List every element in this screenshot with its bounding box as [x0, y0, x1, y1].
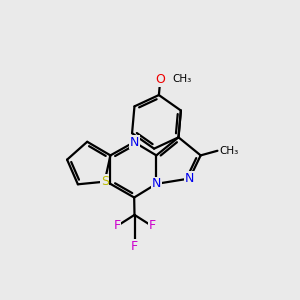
Text: F: F [148, 220, 155, 232]
Text: CH₃: CH₃ [172, 74, 192, 84]
Text: O: O [155, 73, 165, 86]
Text: F: F [113, 220, 121, 232]
Text: CH₃: CH₃ [219, 146, 238, 156]
Text: N: N [185, 172, 194, 185]
Text: N: N [130, 136, 139, 148]
Text: N: N [152, 177, 161, 190]
Text: F: F [131, 240, 138, 253]
Text: S: S [101, 175, 109, 188]
